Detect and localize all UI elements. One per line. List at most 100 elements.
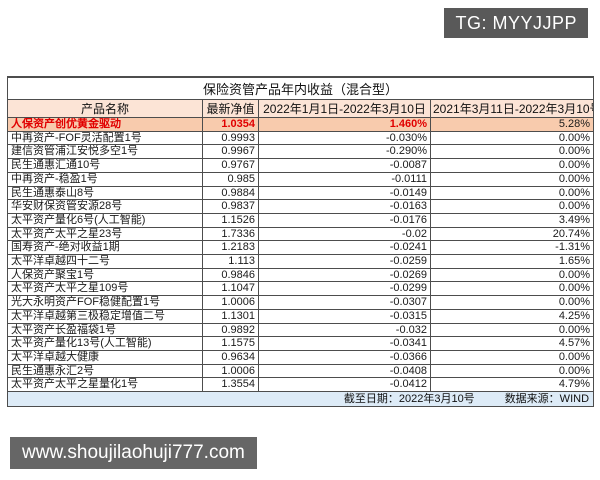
table-row: 国寿资产-绝对收益1期 1.2183 -0.0241 -1.31% <box>7 240 595 256</box>
product-name-cell: 光大永明资产FOF稳健配置1号 <box>7 295 203 310</box>
product-name-cell: 太平资产太平之星23号 <box>7 226 203 242</box>
product-name-cell: 太平洋卓越第三极稳定增值二号 <box>7 308 203 324</box>
table-title-row: 保险资管产品年内收益（混合型） <box>6 76 595 100</box>
table-footer-row: 截至日期：2022年3月10号 数据来源：WIND <box>6 391 595 408</box>
product-name-cell: 太平洋卓越四十二号 <box>7 254 203 269</box>
table-row: 光大永明资产FOF稳健配置1号 1.0006 -0.0307 0.00% <box>7 295 595 310</box>
col-header-product-name: 产品名称 <box>7 99 203 118</box>
product-name-cell: 人保资产创优黄金驱动 <box>7 117 203 132</box>
ytd-return-cell: -0.0408 <box>258 363 431 379</box>
ytd-return-cell: -0.0315 <box>258 308 431 324</box>
latest-nav-cell: 1.1047 <box>202 281 259 297</box>
table-title: 保险资管产品年内收益（混合型） <box>6 76 595 100</box>
returns-table: 保险资管产品年内收益（混合型） 产品名称 最新净值 2022年1月1日-2022… <box>6 76 595 408</box>
latest-nav-cell: 1.2183 <box>202 240 259 256</box>
one-year-return-cell: 0.00% <box>429 144 595 160</box>
table-row: 太平资产长盈福袋1号 0.9892 -0.032 0.00% <box>7 322 595 338</box>
latest-nav-cell: 1.0006 <box>202 363 259 379</box>
ytd-return-cell: -0.0269 <box>258 267 431 283</box>
one-year-return-cell: 0.00% <box>429 171 595 187</box>
data-source-label: 数据来源：WIND <box>504 393 590 406</box>
one-year-return-cell: 0.00% <box>429 295 595 310</box>
ytd-return-cell: -0.030% <box>258 130 431 146</box>
product-name-cell: 太平洋卓越大健康 <box>7 349 203 365</box>
table-row: 中再资产-稳盈1号 0.985 -0.0111 0.00% <box>7 171 595 187</box>
col-header-latest-nav: 最新净值 <box>202 99 259 118</box>
product-name-cell: 民生通惠汇通10号 <box>7 158 203 173</box>
one-year-return-cell: 3.49% <box>429 212 595 228</box>
ytd-return-cell: -0.0111 <box>258 171 431 187</box>
ytd-return-cell: -0.0241 <box>258 240 431 256</box>
col-header-ytd-period: 2022年1月1日-2022年3月10日 <box>258 99 431 118</box>
latest-nav-cell: 1.0006 <box>202 295 259 310</box>
product-name-cell: 民生通惠泰山8号 <box>7 185 203 201</box>
product-name-cell: 太平资产太平之星量化1号 <box>7 377 203 393</box>
col-header-one-year-period: 2021年3月11日-2022年3月10号 <box>429 99 595 118</box>
table-row: 民生通惠泰山8号 0.9884 -0.0149 0.00% <box>7 185 595 201</box>
table-row: 人保资产聚宝1号 0.9846 -0.0269 0.00% <box>7 267 595 283</box>
one-year-return-cell: 0.00% <box>429 267 595 283</box>
latest-nav-cell: 1.0354 <box>202 117 259 132</box>
latest-nav-cell: 1.1575 <box>202 336 259 351</box>
ytd-return-cell: -0.0259 <box>258 254 431 269</box>
one-year-return-cell: 0.00% <box>429 199 595 214</box>
latest-nav-cell: 0.9967 <box>202 144 259 160</box>
table-row: 太平资产太平之星量化1号 1.3554 -0.0412 4.79% <box>7 377 595 393</box>
product-name-cell: 华安财保资管安源28号 <box>7 199 203 214</box>
website-watermark: www.shoujilaohuji777.com <box>10 437 257 469</box>
ytd-return-cell: -0.0087 <box>258 158 431 173</box>
table-row: 太平资产量化6号(人工智能) 1.1526 -0.0176 3.49% <box>7 212 595 228</box>
product-name-cell: 建信资管浦江安悦多空1号 <box>7 144 203 160</box>
one-year-return-cell: 0.00% <box>429 158 595 173</box>
one-year-return-cell: 1.65% <box>429 254 595 269</box>
latest-nav-cell: 1.3554 <box>202 377 259 393</box>
one-year-return-cell: 0.00% <box>429 349 595 365</box>
product-name-cell: 太平资产太平之星109号 <box>7 281 203 297</box>
latest-nav-cell: 0.9892 <box>202 322 259 338</box>
tg-watermark-badge: TG: MYYJJPP <box>444 8 588 38</box>
table-row: 太平资产量化13号(人工智能) 1.1575 -0.0341 4.57% <box>7 336 595 351</box>
latest-nav-cell: 0.9634 <box>202 349 259 365</box>
one-year-return-cell: 0.00% <box>429 281 595 297</box>
table-footer-cell: 截至日期：2022年3月10号 数据来源：WIND <box>6 391 595 408</box>
latest-nav-cell: 1.1526 <box>202 212 259 228</box>
ytd-return-cell: -0.0163 <box>258 199 431 214</box>
latest-nav-cell: 1.1301 <box>202 308 259 324</box>
table-row: 建信资管浦江安悦多空1号 0.9967 -0.290% 0.00% <box>7 144 595 160</box>
ytd-return-cell: -0.032 <box>258 322 431 338</box>
table-body: 人保资产创优黄金驱动 1.0354 1.460% 5.28% 中再资产-FOF灵活配置1… <box>7 117 595 393</box>
latest-nav-cell: 1.7336 <box>202 226 259 242</box>
latest-nav-cell: 0.9884 <box>202 185 259 201</box>
table-row: 民生通惠汇通10号 0.9767 -0.0087 0.00% <box>7 158 595 173</box>
ytd-return-cell: -0.02 <box>258 226 431 242</box>
ytd-return-cell: -0.0307 <box>258 295 431 310</box>
product-name-cell: 太平资产长盈福袋1号 <box>7 322 203 338</box>
one-year-return-cell: 0.00% <box>429 363 595 379</box>
one-year-return-cell: -1.31% <box>429 240 595 256</box>
one-year-return-cell: 0.00% <box>429 130 595 146</box>
table-row: 中再资产-FOF灵活配置1号 0.9993 -0.030% 0.00% <box>7 130 595 146</box>
latest-nav-cell: 1.113 <box>202 254 259 269</box>
table-row: 太平洋卓越第三极稳定增值二号 1.1301 -0.0315 4.25% <box>7 308 595 324</box>
one-year-return-cell: 20.74% <box>429 226 595 242</box>
product-name-cell: 太平资产量化13号(人工智能) <box>7 336 203 351</box>
product-name-cell: 太平资产量化6号(人工智能) <box>7 212 203 228</box>
one-year-return-cell: 4.79% <box>429 377 595 393</box>
table-row: 人保资产创优黄金驱动 1.0354 1.460% 5.28% <box>7 117 595 132</box>
ytd-return-cell: -0.0176 <box>258 212 431 228</box>
product-name-cell: 国寿资产-绝对收益1期 <box>7 240 203 256</box>
ytd-return-cell: 1.460% <box>258 117 431 132</box>
latest-nav-cell: 0.9767 <box>202 158 259 173</box>
latest-nav-cell: 0.9837 <box>202 199 259 214</box>
ytd-return-cell: -0.0149 <box>258 185 431 201</box>
ytd-return-cell: -0.0366 <box>258 349 431 365</box>
one-year-return-cell: 0.00% <box>429 322 595 338</box>
latest-nav-cell: 0.9846 <box>202 267 259 283</box>
product-name-cell: 人保资产聚宝1号 <box>7 267 203 283</box>
product-name-cell: 民生通惠永汇2号 <box>7 363 203 379</box>
table-row: 民生通惠永汇2号 1.0006 -0.0408 0.00% <box>7 363 595 379</box>
table-row: 太平资产太平之星23号 1.7336 -0.02 20.74% <box>7 226 595 242</box>
table-row: 太平洋卓越大健康 0.9634 -0.0366 0.00% <box>7 349 595 365</box>
one-year-return-cell: 5.28% <box>429 117 595 132</box>
